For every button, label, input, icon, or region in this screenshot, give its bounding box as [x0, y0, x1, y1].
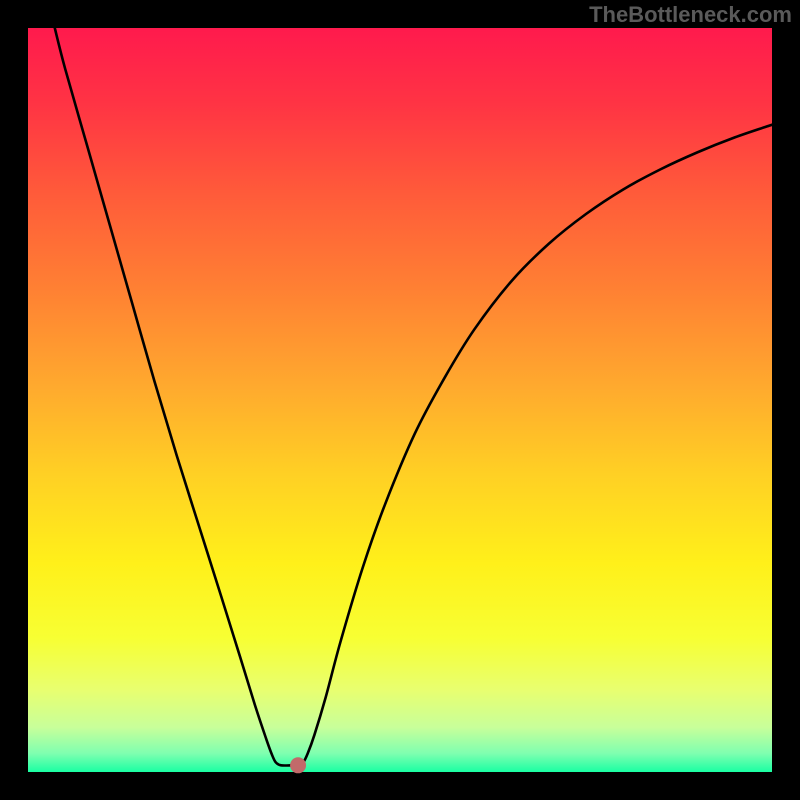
- optimal-point-marker: [290, 757, 306, 773]
- bottleneck-chart: [0, 0, 800, 800]
- watermark-text: TheBottleneck.com: [589, 2, 792, 28]
- chart-background: [28, 28, 772, 772]
- chart-container: TheBottleneck.com: [0, 0, 800, 800]
